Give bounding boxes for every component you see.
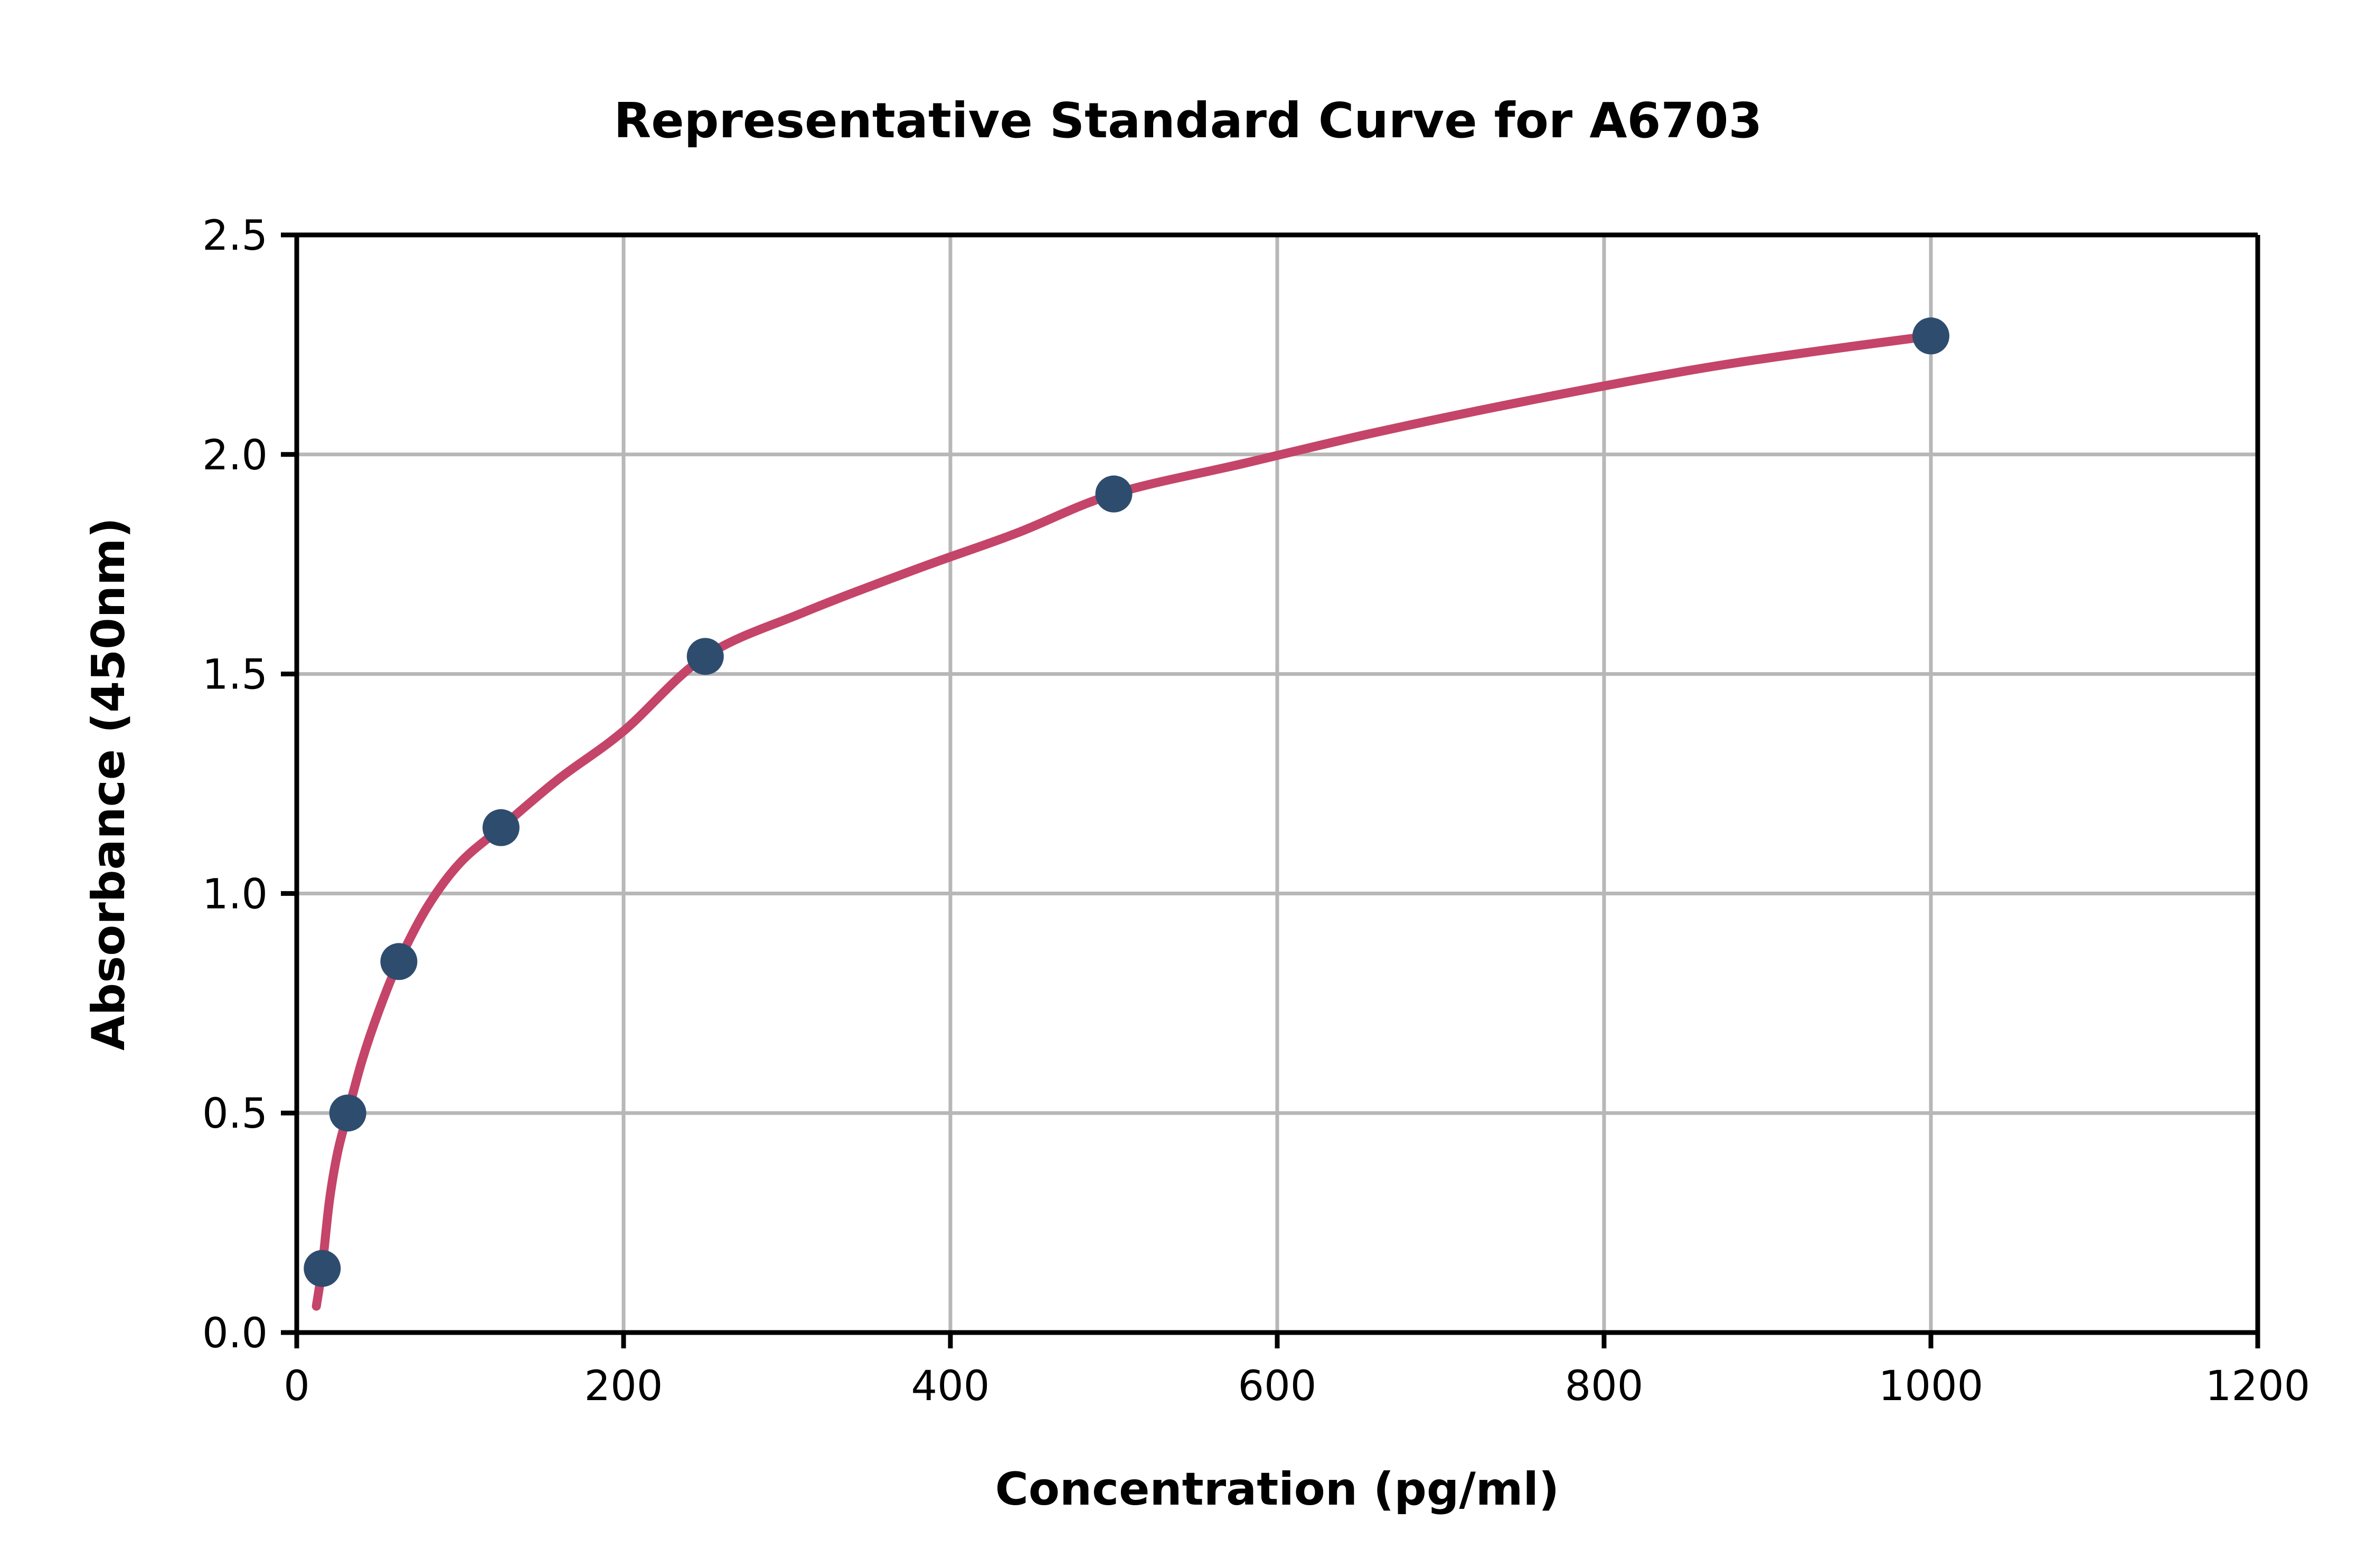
x-tick-label: 1000 [1879, 1363, 1984, 1410]
x-tick-label: 200 [584, 1363, 663, 1410]
y-tick-label: 1.0 [202, 871, 268, 918]
chart-title: Representative Standard Curve for A6703 [614, 92, 1762, 149]
data-point-marker [1095, 475, 1133, 513]
x-tick-label: 600 [1238, 1363, 1317, 1410]
y-tick-label: 0.5 [202, 1090, 268, 1138]
y-tick-label: 0.0 [202, 1310, 268, 1357]
x-tick-label: 800 [1565, 1363, 1644, 1410]
y-tick-label: 2.0 [202, 432, 268, 479]
y-tick-label: 1.5 [202, 651, 268, 699]
data-points [304, 317, 1949, 1287]
x-tick-label: 400 [911, 1363, 990, 1410]
y-tick-label: 2.5 [202, 212, 268, 260]
y-axis-title: Absorbance (450nm) [82, 517, 135, 1051]
data-point-marker [304, 1250, 341, 1287]
data-point-marker [329, 1094, 366, 1132]
x-tick-label: 1200 [2205, 1363, 2311, 1410]
fit-curve [312, 331, 1936, 1311]
data-point-marker [482, 809, 520, 846]
axis-ticks [281, 232, 2260, 1348]
y-tick-labels: 0.0 0.5 1.0 1.5 2.0 2.5 [202, 212, 268, 1357]
data-point-marker [686, 638, 724, 675]
data-point-marker [1912, 317, 1949, 355]
grid-lines [297, 235, 2258, 1333]
x-tick-label: 0 [284, 1363, 310, 1410]
data-point-marker [380, 943, 418, 980]
x-axis-title: Concentration (pg/ml) [995, 1463, 1560, 1516]
x-tick-labels: 0 200 400 600 800 1000 1200 [284, 1363, 2310, 1410]
